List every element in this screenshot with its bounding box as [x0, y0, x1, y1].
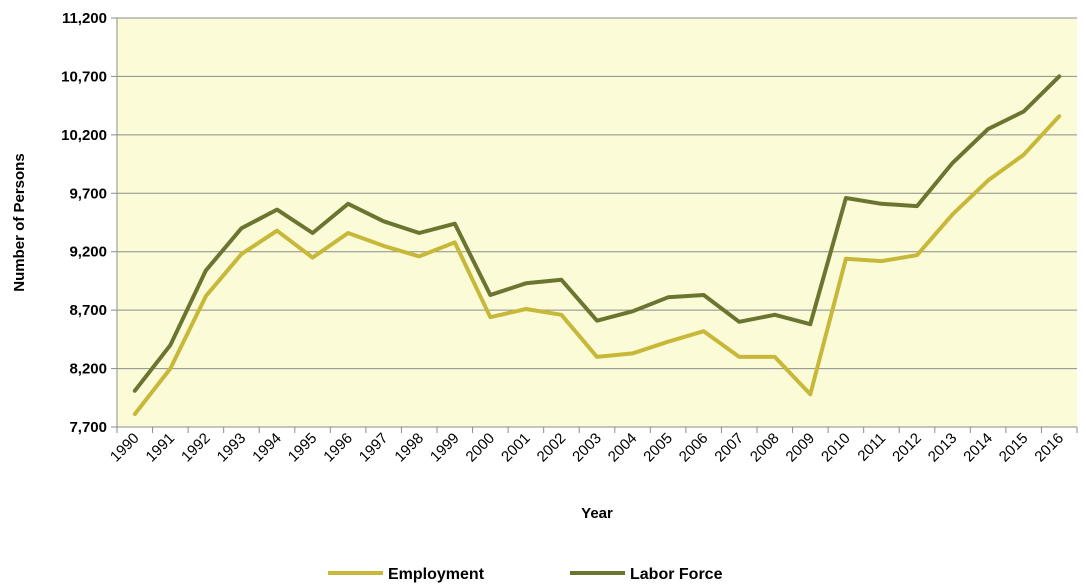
x-tick-label: 1994	[249, 430, 285, 466]
x-tick-label: 1993	[214, 430, 250, 466]
x-tick-label: 1990	[107, 430, 143, 466]
x-tick-label: 2004	[605, 430, 641, 466]
x-tick-label: 2010	[818, 430, 854, 466]
x-tick-label: 2013	[925, 430, 961, 466]
x-tick-label: 1998	[391, 430, 427, 466]
x-tick-label: 2016	[1031, 430, 1067, 466]
x-tick-label: 2005	[640, 430, 676, 466]
x-tick-label: 2012	[889, 430, 925, 466]
x-tick-label: 2007	[711, 430, 747, 466]
gridlines	[117, 17, 1077, 370]
x-tick-label: 2006	[676, 430, 712, 466]
y-axis-title: Number of Persons	[11, 153, 28, 291]
y-tick-label: 11,200	[62, 10, 107, 27]
x-tick-label: 2003	[569, 430, 605, 466]
series-layer	[132, 74, 1062, 417]
x-axis-title: Year	[581, 505, 613, 522]
x-tick-label: 2015	[996, 430, 1032, 466]
legend: Employment Labor Force	[328, 566, 723, 583]
y-tick-label: 10,200	[61, 127, 107, 144]
x-tick-label: 2009	[783, 430, 819, 466]
x-tick-label: 2001	[498, 430, 534, 466]
y-tick-label: 9,200	[69, 244, 107, 261]
x-tick-label: 1995	[285, 430, 321, 466]
series-line-employment	[132, 114, 1062, 417]
x-tick-label: 2011	[854, 430, 889, 465]
y-tick-label: 7,700	[69, 419, 107, 436]
x-tick-label: 1992	[178, 430, 214, 466]
y-tick-label: 8,200	[69, 361, 107, 378]
x-tick-label: 1991	[143, 430, 179, 466]
plot-area	[117, 18, 1077, 427]
x-tick-label: 1999	[427, 430, 463, 466]
x-tick-label: 2014	[960, 430, 996, 466]
x-tick-label: 1997	[356, 430, 392, 466]
x-axis-ticks: 1990 1991 1992 1993 1994 1995 1996 1997 1998 1999…	[107, 427, 1078, 466]
x-tick-label: 1996	[320, 430, 356, 466]
series-line-labor-force	[132, 74, 1062, 393]
legend-label-employment: Employment	[388, 566, 485, 583]
x-tick-label: 2002	[534, 430, 570, 466]
legend-label-labor-force: Labor Force	[630, 566, 723, 583]
x-tick-label: 2008	[747, 430, 783, 466]
y-axis-ticks: 7,700 8,200 8,700 9,200 9,700 10,200 10,700 11,…	[61, 10, 117, 436]
y-tick-label: 8,700	[69, 302, 107, 319]
x-tick-label: 2000	[463, 430, 499, 466]
y-tick-label: 10,700	[61, 68, 107, 85]
y-tick-label: 9,700	[69, 185, 107, 202]
